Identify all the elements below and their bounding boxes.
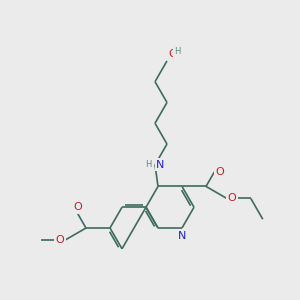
Text: N: N — [178, 231, 186, 241]
Text: O: O — [73, 202, 82, 212]
Text: O: O — [56, 235, 64, 245]
Text: O: O — [228, 194, 236, 203]
Text: O: O — [168, 49, 177, 59]
Text: H: H — [146, 160, 152, 169]
Text: H: H — [174, 47, 180, 56]
Text: N: N — [156, 160, 164, 170]
Text: O: O — [215, 167, 224, 177]
